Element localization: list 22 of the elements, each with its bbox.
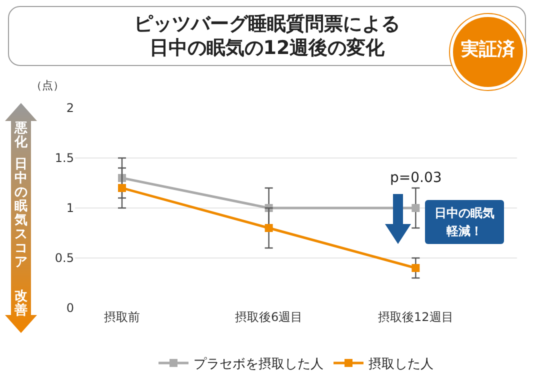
y-tick-label: 2 [66, 101, 74, 116]
y-tick-label: 1 [66, 201, 74, 216]
x-tick-label: 摂取前 [104, 310, 140, 324]
text: 改善 [14, 289, 28, 318]
point [118, 184, 126, 192]
text: 悪化 [13, 121, 28, 150]
text: 実証済 [460, 38, 516, 62]
y-tick-label: 0.5 [54, 251, 74, 266]
y-axis-title: （点） [31, 79, 64, 92]
chart-title: ピッツバーグ睡眠質問票による日中の眠気の12週後の変化 [133, 12, 401, 60]
x-tick-label: 摂取後12週目 [378, 310, 454, 324]
legend-label: 摂取した人 [368, 357, 434, 372]
x-tick-label: 摂取後6週目 [235, 310, 303, 324]
point [264, 224, 273, 232]
point [412, 264, 420, 272]
text: 日中の眠気スコア [14, 157, 28, 270]
annotation: p=0.03 [390, 170, 442, 186]
y-tick-label: 0 [66, 301, 74, 316]
legend-label: プラセボを摂取した人 [194, 357, 324, 372]
point [412, 204, 420, 212]
annotation: 日中の眠気軽減！ [425, 200, 504, 244]
y-tick-label: 1.5 [54, 151, 74, 166]
